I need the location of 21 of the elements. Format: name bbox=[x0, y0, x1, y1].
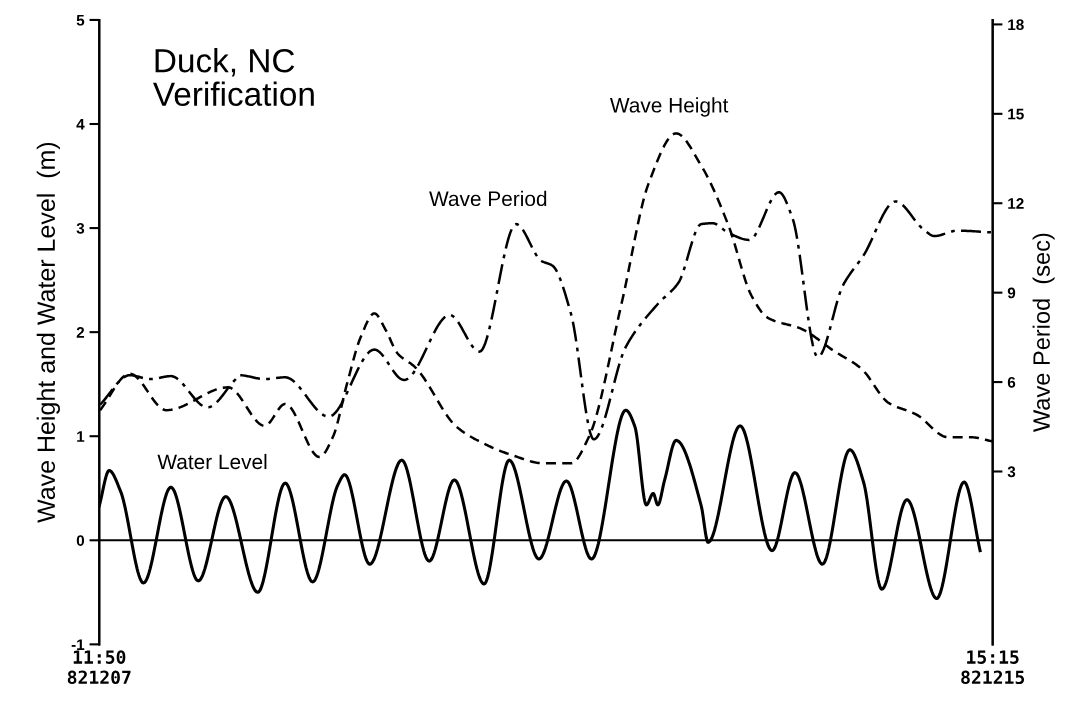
text: Duck, NC Verification bbox=[153, 48, 314, 107]
y2-tick-label: 12 bbox=[1008, 198, 1024, 209]
y-tick-label: 2 bbox=[76, 327, 85, 338]
series-label: Wave Period bbox=[429, 190, 547, 207]
y-tick-label: 1 bbox=[77, 431, 85, 442]
series-label: Wave Height bbox=[609, 97, 729, 117]
y-tick-label: 5 bbox=[76, 14, 85, 26]
y2-axis-title: Wave Period (sec) bbox=[1032, 233, 1055, 432]
y-tick-label: 0 bbox=[76, 535, 85, 546]
y-axis-title: Wave Height and Water Level (m) bbox=[36, 142, 60, 523]
x-tick-label: 11:50 821207 bbox=[67, 650, 131, 685]
y2-tick-label: 6 bbox=[1007, 376, 1016, 388]
y2-tick-label: 18 bbox=[1008, 19, 1024, 31]
x-tick-label: 15:15 821215 bbox=[961, 650, 1025, 685]
series-label: Water Level bbox=[157, 453, 267, 470]
y-tick-label: 4 bbox=[76, 119, 85, 130]
y2-tick-label: 15 bbox=[1008, 108, 1024, 120]
y-tick-label: 3 bbox=[76, 222, 85, 234]
y2-tick-label: 3 bbox=[1007, 466, 1016, 478]
y2-tick-label: 9 bbox=[1007, 287, 1016, 299]
y-tick-label: -1 bbox=[71, 639, 85, 650]
